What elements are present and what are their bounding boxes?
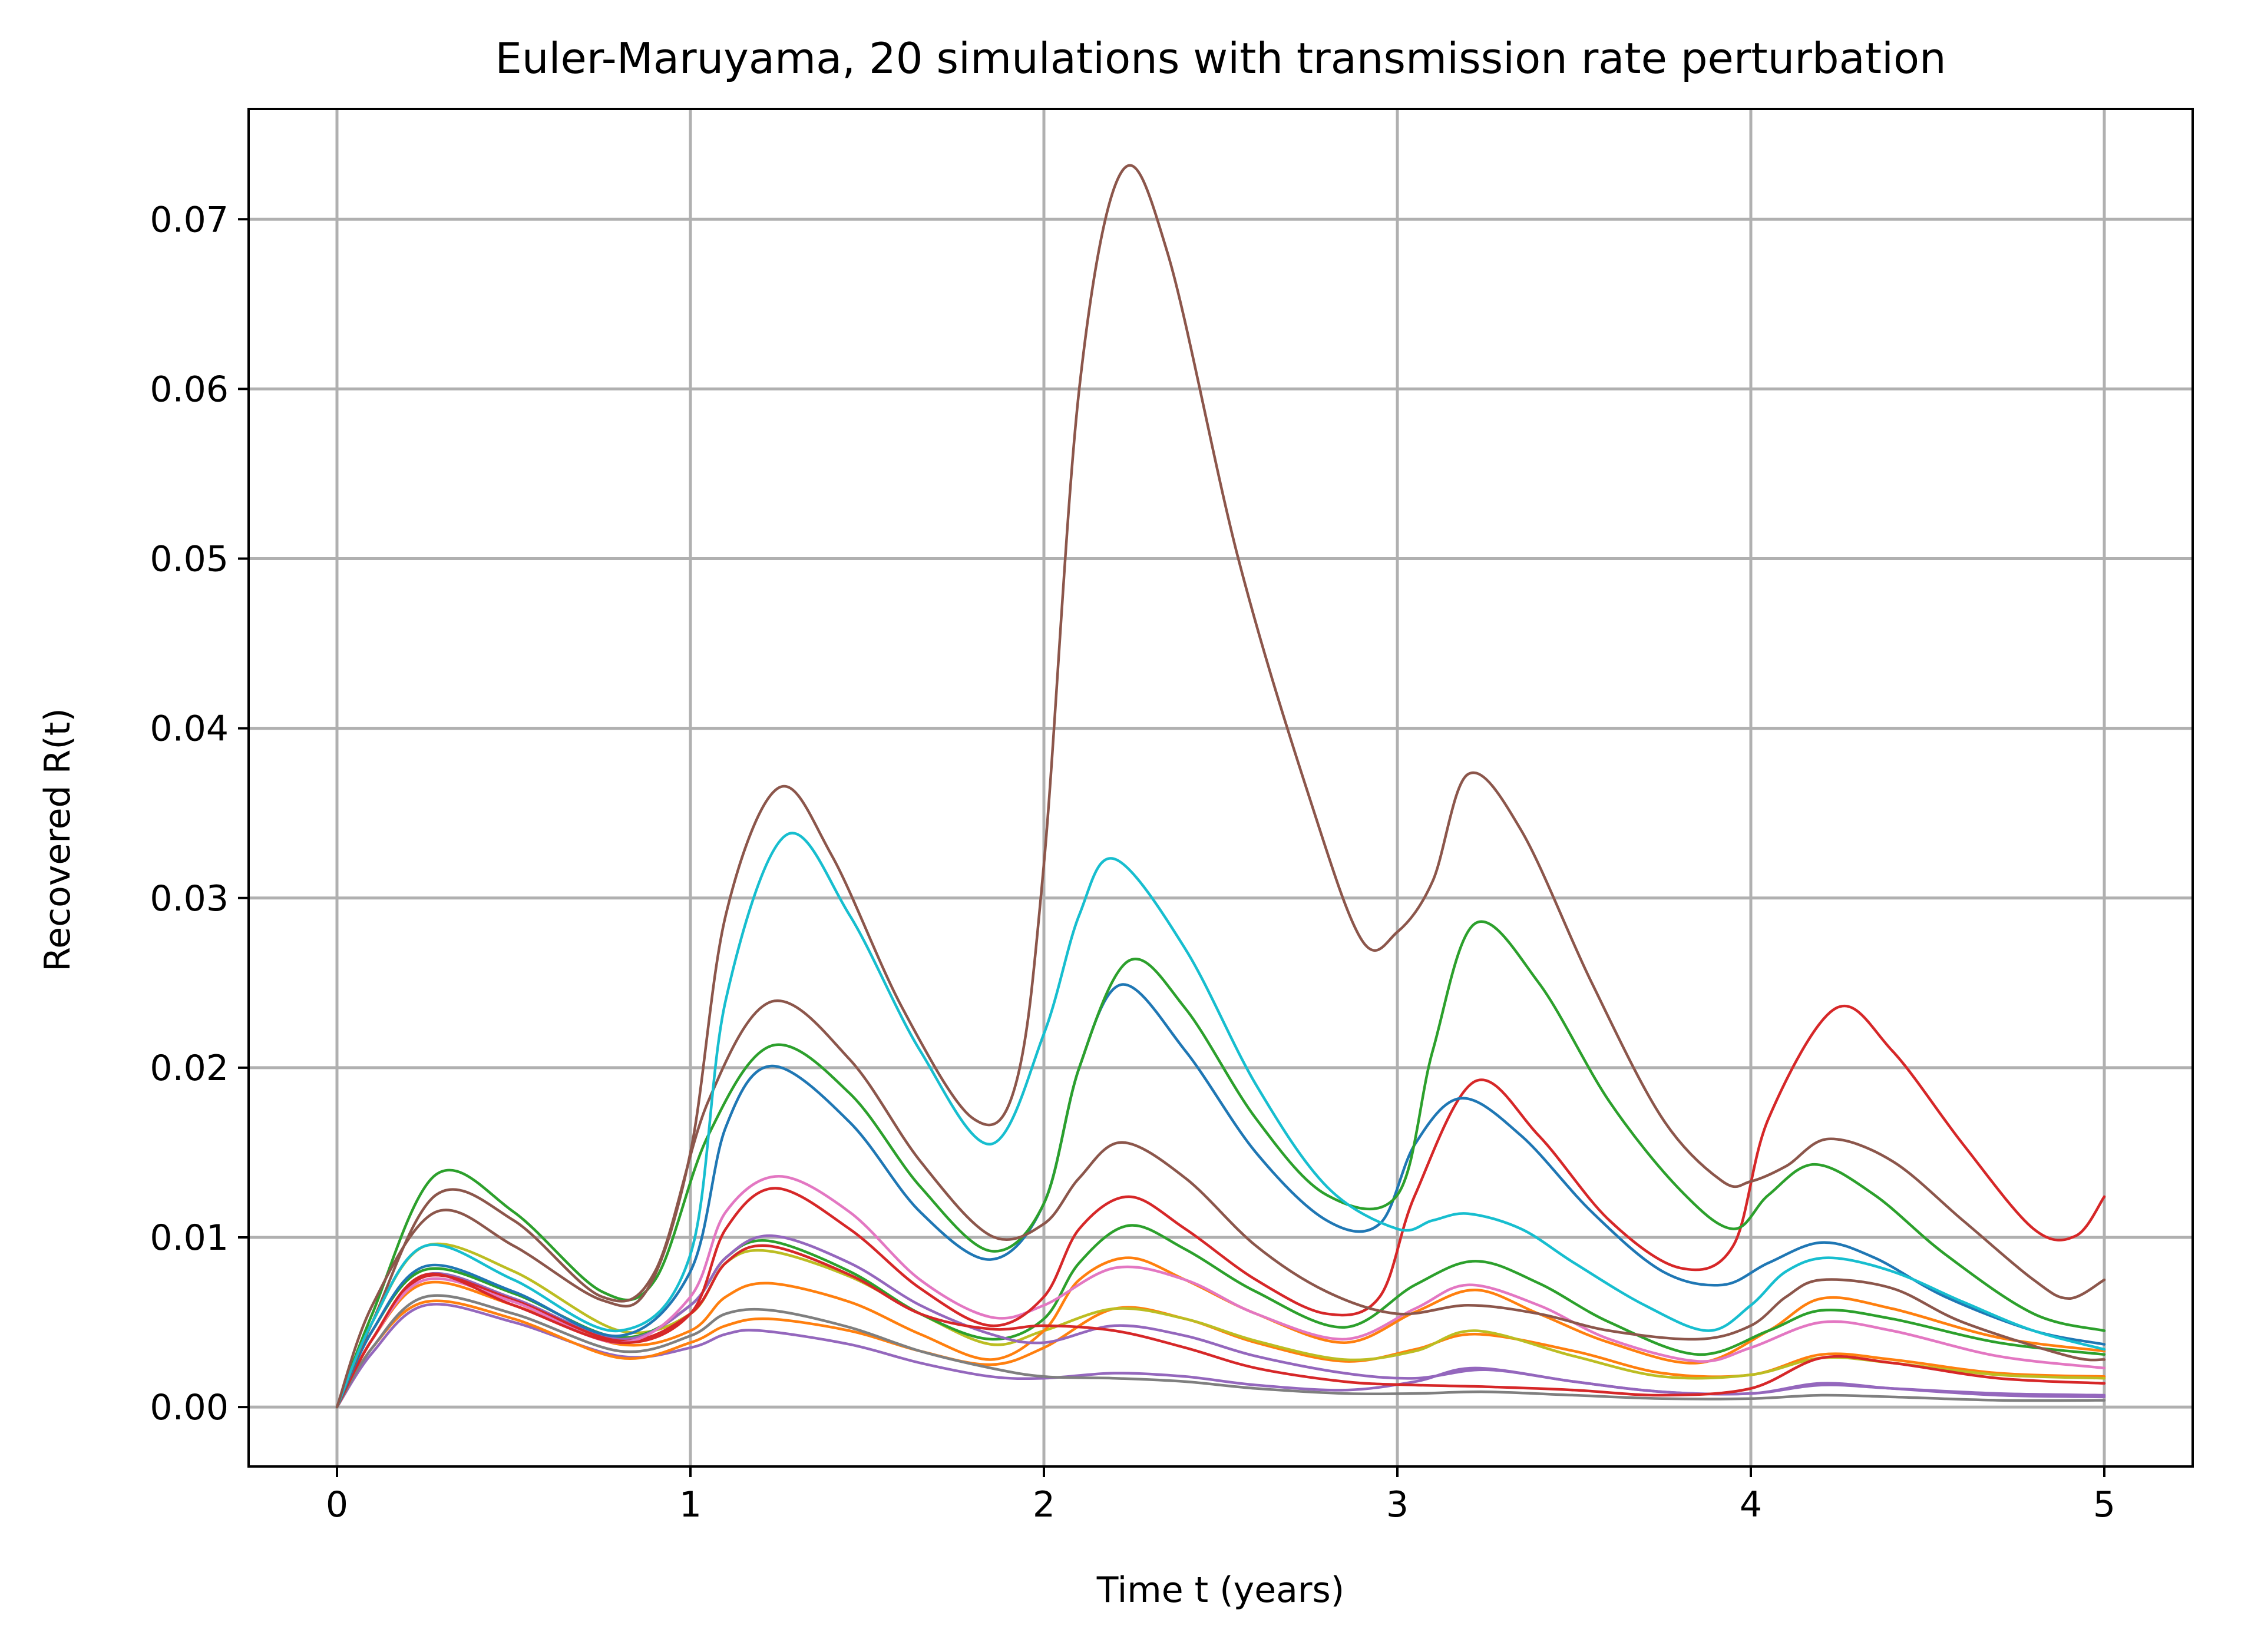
x-tick-label: 3 [1386,1484,1409,1525]
series-line-4 [335,920,2106,1409]
series-line-2 [335,832,2106,1409]
chart-title: Euler-Maruyama, 20 simulations with tran… [495,34,1946,83]
y-tick-label: 0.07 [150,199,229,240]
plot-area [335,164,2106,1409]
series-line-5 [335,983,2106,1409]
series-line-10 [335,1224,2106,1409]
x-tick-label: 4 [1740,1484,1762,1525]
x-tick-label: 5 [2093,1484,2115,1525]
series-line-8 [335,1244,2106,1409]
y-tick-label: 0.06 [150,369,229,410]
grid [249,109,2193,1466]
series-line-1 [335,164,2106,1409]
y-tick-label: 0.04 [150,709,229,750]
y-tick-label: 0.00 [150,1387,229,1428]
series-line-6 [335,1004,2106,1409]
x-tick-label: 1 [679,1484,702,1525]
series-line-3 [335,999,2106,1409]
axes-frame [247,108,2194,1468]
y-tick-label: 0.05 [150,539,229,580]
y-tick-label: 0.02 [150,1048,229,1089]
x-axis-label: Time t (years) [1096,1570,1344,1611]
y-axis: 0.00 0.01 0.02 0.03 0.04 0.05 0.06 0.07 [150,199,249,1428]
y-tick-label: 0.01 [150,1217,229,1259]
x-tick-label: 2 [1033,1484,1055,1525]
y-tick-label: 0.03 [150,878,229,919]
series-line-13 [335,1294,2106,1409]
series-line-12 [335,1242,2106,1409]
y-axis-label: Recovered R(t) [37,708,78,971]
x-tick-label: 0 [326,1484,348,1525]
x-axis: 0 1 2 3 4 5 [326,1466,2115,1525]
